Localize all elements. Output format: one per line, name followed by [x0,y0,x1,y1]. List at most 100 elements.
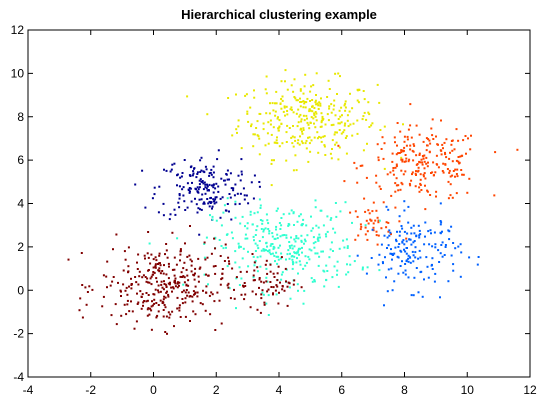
data-point [142,304,144,307]
data-point [213,200,215,203]
data-point [286,285,289,288]
data-point [203,273,206,276]
data-point [284,114,286,117]
data-point [262,281,265,284]
data-point [191,181,193,184]
data-point [403,200,406,203]
data-point [320,121,323,124]
data-point [419,233,422,236]
data-point [168,283,171,286]
data-point [227,282,230,285]
data-point [147,269,150,271]
data-point [343,104,346,107]
data-point [166,290,168,293]
data-point [339,115,342,118]
data-point [235,276,238,279]
y-tick-label: 4 [17,197,24,211]
data-point [290,236,292,239]
data-point [164,253,166,256]
data-point [258,278,261,281]
data-point [229,196,232,199]
data-point [397,152,400,155]
data-point [274,114,277,117]
data-point [135,281,138,284]
data-point [462,139,465,142]
data-point [376,143,379,146]
data-point [468,256,471,259]
data-point [410,226,413,229]
data-point [394,182,397,185]
data-point [262,248,265,251]
data-point [316,102,319,105]
data-point [202,182,205,185]
data-point [377,221,380,224]
data-point [200,198,203,201]
data-point [233,288,235,291]
data-point [302,127,305,130]
data-point [414,256,417,259]
data-point [285,258,287,261]
data-point [399,130,402,133]
data-point [451,196,454,199]
data-point [141,276,144,279]
data-point [204,165,207,168]
data-point [161,286,164,289]
data-point [455,192,458,195]
data-point [394,190,397,193]
data-point [258,181,261,183]
data-point [301,246,303,249]
data-point [313,279,316,281]
data-point [269,253,272,256]
data-point [310,249,313,252]
data-point [435,135,437,138]
data-point [321,115,324,118]
data-point [270,133,273,136]
data-point [459,275,462,278]
data-point [183,276,186,279]
data-point [449,175,452,178]
data-point [455,128,458,131]
data-point [153,186,156,189]
data-point [387,244,390,247]
data-point [209,171,212,174]
data-point [210,252,213,255]
data-point [206,256,209,259]
data-point [292,145,295,148]
data-point [403,243,406,246]
data-point [306,121,309,124]
data-point [323,144,326,147]
data-point [424,177,427,180]
data-point [127,265,130,268]
data-point [300,101,303,103]
data-point [255,229,258,232]
data-point [451,160,454,163]
data-point [305,114,308,117]
data-point [287,249,290,252]
data-point [204,258,207,261]
data-point [415,124,418,127]
data-point [412,241,415,244]
data-point [341,114,343,117]
data-point [120,295,122,297]
data-point [186,294,189,297]
data-point [314,111,317,113]
data-point [301,142,304,145]
x-tick-label: 4 [276,383,283,397]
data-point [151,197,154,200]
data-point [313,122,315,125]
data-point [220,177,223,180]
data-point [403,209,406,212]
data-point [178,194,181,197]
data-point [272,292,274,295]
data-point [419,256,422,259]
data-point [328,88,331,90]
data-point [252,276,255,279]
data-point [447,280,450,283]
data-point [403,135,406,138]
data-point [275,209,278,212]
data-point [180,175,183,178]
data-point [394,246,397,249]
data-point [146,308,149,311]
data-point [158,254,161,257]
data-point [370,124,373,127]
